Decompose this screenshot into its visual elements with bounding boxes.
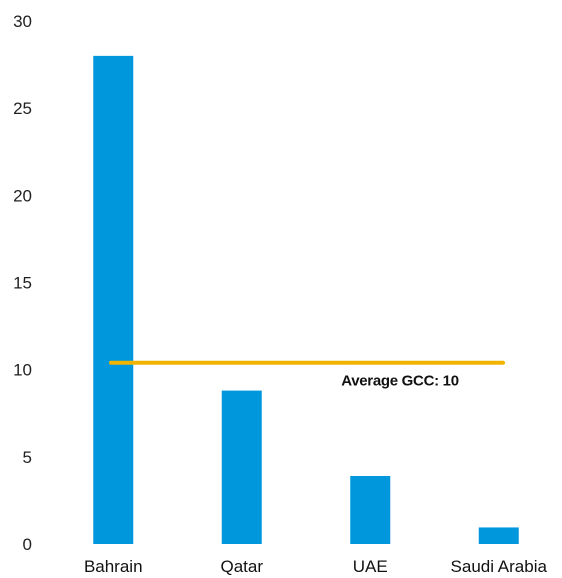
y-tick-label: 25 xyxy=(13,99,32,118)
x-tick-label: Qatar xyxy=(220,557,263,576)
y-tick-label: 10 xyxy=(13,361,32,380)
y-tick-label: 15 xyxy=(13,274,32,293)
y-tick-label: 0 xyxy=(23,535,32,554)
y-tick-label: 30 xyxy=(13,12,32,31)
bar-saudi-arabia xyxy=(478,527,519,544)
y-tick-label: 20 xyxy=(13,186,32,205)
x-tick-label: Saudi Arabia xyxy=(451,557,548,576)
x-tick-label: UAE xyxy=(353,557,388,576)
average-annotation-label: Average GCC: 10 xyxy=(341,373,459,390)
reference-line-group: Average GCC: 10 xyxy=(109,360,505,390)
bar-uae xyxy=(350,476,391,544)
bars-group xyxy=(93,55,519,544)
y-axis: 0 5 10 15 20 25 30 xyxy=(13,12,32,554)
bar-bahrain xyxy=(93,55,134,544)
x-axis: Bahrain Qatar UAE Saudi Arabia xyxy=(84,557,548,576)
y-tick-label: 5 xyxy=(23,448,32,467)
x-tick-label: Bahrain xyxy=(84,557,143,576)
bar-qatar xyxy=(221,390,262,544)
